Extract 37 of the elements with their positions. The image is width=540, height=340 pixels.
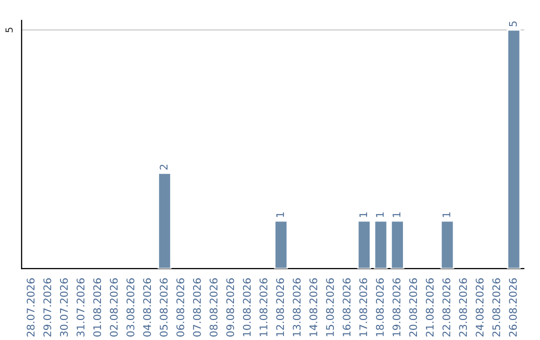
x-tick-label: 25.08.2026: [492, 278, 500, 337]
data-label: 1: [442, 212, 450, 217]
data-label: 2: [160, 164, 168, 170]
data-label: 1: [392, 212, 400, 217]
x-tick-label: 21.08.2026: [426, 278, 434, 337]
x-tick-label: 23.08.2026: [459, 278, 467, 337]
data-label: 1: [276, 212, 284, 217]
x-tick-label: 07.08.2026: [193, 278, 201, 337]
x-tick-label: 06.08.2026: [176, 278, 184, 337]
x-tick-label: 02.08.2026: [110, 278, 118, 337]
x-tick-label: 12.08.2026: [276, 278, 284, 336]
x-tick-label: 20.08.2026: [409, 278, 418, 337]
x-tick-label: 31.07.2026: [76, 278, 84, 336]
x-tick-label: 29.07.2026: [43, 278, 52, 337]
x-tick-label: 10.08.2026: [242, 278, 251, 336]
x-tick-label: 11.08.2026: [260, 278, 268, 336]
x-tick-label: 22.08.2026: [442, 278, 450, 337]
x-tick-label: 19.08.2026: [392, 278, 400, 336]
x-tick-label: 17.08.2026: [359, 278, 368, 336]
data-label: 5: [509, 21, 517, 26]
x-tick-label: 01.08.2026: [93, 278, 102, 337]
x-tick-label: 13.08.2026: [292, 278, 301, 336]
x-tick-label: 15.08.2026: [326, 278, 334, 336]
x-tick-label: 09.08.2026: [226, 278, 234, 337]
x-tick-label: 04.08.2026: [143, 278, 152, 337]
data-label: 1: [359, 212, 368, 217]
x-tick-label: 18.08.2026: [376, 278, 384, 336]
x-tick-label: 14.08.2026: [309, 278, 318, 336]
data-label: 1: [376, 212, 384, 217]
x-tick-label: 03.08.2026: [126, 278, 134, 337]
x-tick-label: 08.08.2026: [210, 278, 218, 337]
x-tick-label: 28.07.2026: [26, 278, 35, 337]
x-tick-label: 26.08.2026: [508, 278, 517, 337]
x-tick-label: 30.07.2026: [60, 278, 68, 336]
x-tick-label: 16.08.2026: [342, 278, 351, 336]
x-tick-label: 05.08.2026: [160, 278, 168, 337]
x-tick-label: 24.08.2026: [476, 278, 484, 337]
